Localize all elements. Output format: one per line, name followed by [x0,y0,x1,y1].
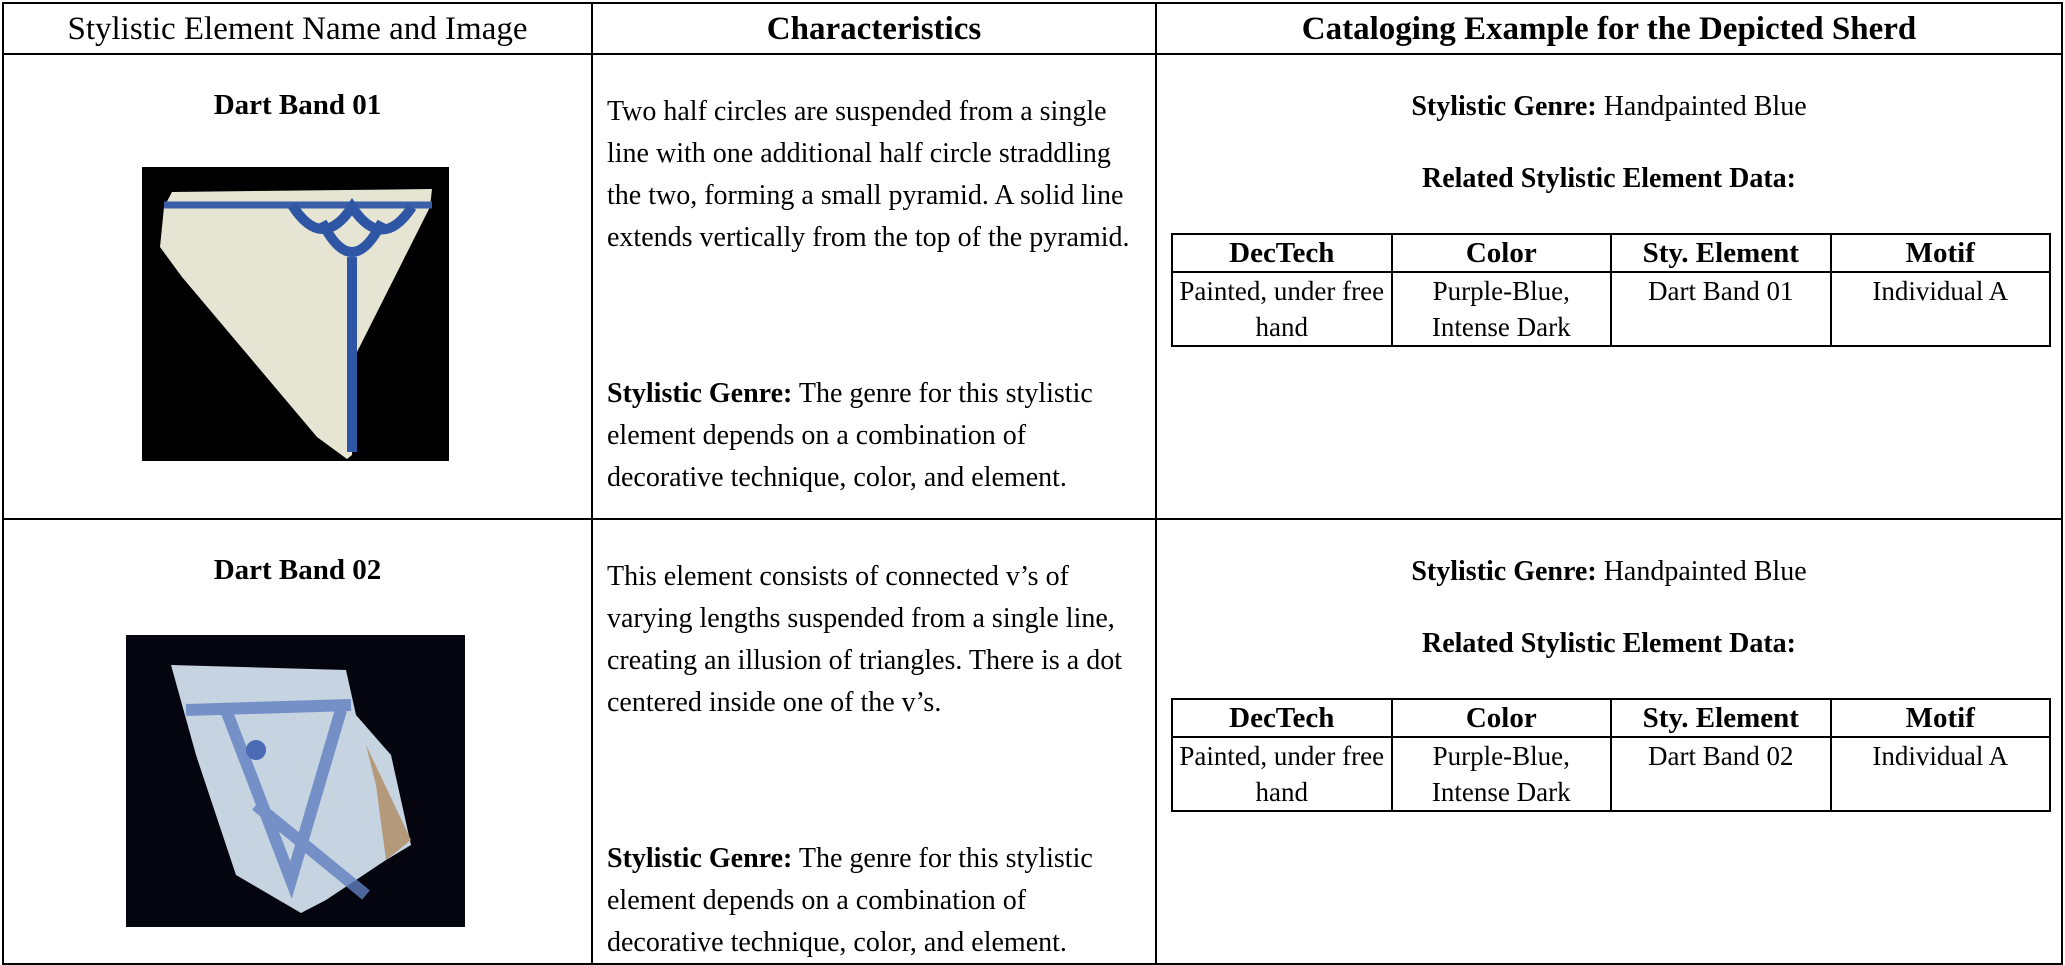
genre-paragraph: Stylistic Genre: The genre for this styl… [607,838,1147,964]
table-header-row: DecTech Color Sty. Element Motif [1171,698,2051,738]
related-title: Related Stylistic Element Data: [1421,628,1797,659]
table-cell: Purple-Blue, Intense Dark [1390,736,1612,812]
table-cell: Individual A [1829,271,2051,347]
header-cell: Characteristics [591,2,1157,55]
genre-value: Handpainted Blue [1603,91,1807,122]
name-cell: Dart Band 02 [2,518,593,965]
table-cell: Dart Band 02 [1610,736,1832,812]
example-cell: Stylistic Genre: Handpainted Blue Related… [1155,518,2063,965]
element-name: Dart Band 01 [213,89,382,121]
table-header: Color [1390,698,1612,738]
characteristics-text: Two half circles are suspended from a si… [607,96,1130,253]
characteristics-cell: This element consists of connected v’s o… [591,518,1157,965]
sherd-image [142,167,449,461]
table-header: DecTech [1171,233,1393,273]
genre-label: Stylistic Genre: [607,378,793,409]
example-genre: Stylistic Genre: Handpainted Blue [1157,91,2061,123]
table-header-row: DecTech Color Sty. Element Motif [1171,233,2051,273]
characteristics-cell: Two half circles are suspended from a si… [591,53,1157,520]
table-header: Sty. Element [1610,698,1832,738]
table-row: Painted, under free hand Purple-Blue, Int… [1171,736,2051,812]
characteristics-text: This element consists of connected v’s o… [607,561,1123,718]
genre-paragraph: Stylistic Genre: The genre for this styl… [607,373,1147,499]
genre-value: Handpainted Blue [1603,556,1807,587]
related-table: DecTech Color Sty. Element Motif Painted, un… [1171,233,2051,347]
table-header: Color [1390,233,1612,273]
table-cell: Painted, under free hand [1171,736,1393,812]
related-title: Related Stylistic Element Data: [1421,163,1797,194]
table-header: Motif [1829,233,2051,273]
example-cell: Stylistic Genre: Handpainted Blue Related… [1155,53,2063,520]
genre-label: Stylistic Genre: [607,843,793,874]
element-name: Dart Band 02 [213,554,382,586]
table-header: Motif [1829,698,2051,738]
table-cell: Painted, under free hand [1171,271,1393,347]
table-header: Sty. Element [1610,233,1832,273]
table-row: Painted, under free hand Purple-Blue, Int… [1171,271,2051,347]
genre-text: The genre for this stylistic element dep… [607,843,1093,958]
example-genre: Stylistic Genre: Handpainted Blue [1157,556,2061,588]
header-cell: Cataloging Example for the Depicted Sher… [1155,2,2063,55]
table-header: DecTech [1171,698,1393,738]
header-cell: Stylistic Element Name and Image [2,2,593,55]
table-cell: Dart Band 01 [1610,271,1832,347]
table-cell: Purple-Blue, Intense Dark [1390,271,1612,347]
genre-label: Stylistic Genre: [1411,91,1597,122]
header-text: Cataloging Example for the Depicted Sher… [1301,11,1917,47]
related-table: DecTech Color Sty. Element Motif Painted, un… [1171,698,2051,812]
table-cell: Individual A [1829,736,2051,812]
header-text: Stylistic Element Name and Image [67,11,528,47]
genre-text: The genre for this stylistic element dep… [607,378,1093,493]
sherd-image [126,635,465,927]
header-text: Characteristics [766,11,982,47]
genre-label: Stylistic Genre: [1411,556,1597,587]
